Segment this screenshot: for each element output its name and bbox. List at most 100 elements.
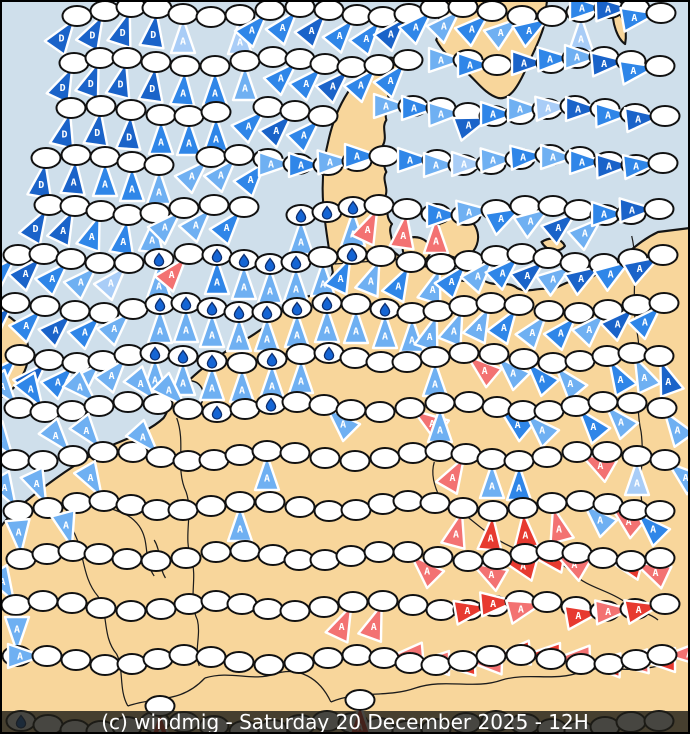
cloud-ellipse (115, 494, 147, 516)
wind-strength-letter: A (461, 160, 467, 171)
wind-strength-letter: A (606, 161, 612, 172)
wind-strength-letter: A (278, 74, 284, 85)
wind-strength-letter: A (433, 237, 439, 248)
wind-strength-letter: D (58, 34, 64, 45)
cloud-ellipse (335, 399, 367, 421)
wind-symbol (172, 450, 204, 472)
cloud-ellipse (115, 99, 147, 121)
cloud-ellipse (533, 300, 565, 322)
cloud-ellipse (83, 543, 115, 565)
wind-symbol (111, 548, 143, 570)
wind-strength-letter: A (636, 605, 642, 616)
cloud-ellipse (145, 446, 177, 468)
wind-symbol (422, 546, 454, 568)
wind-strength-letter: A (582, 229, 588, 240)
wind-strength-letter: A (63, 520, 69, 531)
wind-tail (506, 95, 545, 123)
wind-symbol: A (200, 101, 232, 153)
cloud-ellipse (365, 351, 397, 373)
raindrop-icon (346, 247, 358, 262)
wind-strength-letter: A (567, 379, 573, 390)
wind-strength-letter: D (89, 30, 95, 41)
wind-tail (169, 358, 197, 397)
wind-tail (169, 68, 196, 107)
wind-strength-letter: D (150, 30, 156, 41)
wind-tail (590, 200, 629, 228)
wind-symbol: A (169, 55, 201, 107)
wind-strength-letter: A (438, 56, 444, 67)
cloud-ellipse (33, 194, 65, 216)
raindrop-icon (266, 352, 278, 367)
wind-symbol (397, 442, 429, 464)
wind-strength-letter: A (218, 171, 224, 182)
cloud-ellipse (645, 2, 677, 24)
wind-strength-letter: A (429, 419, 435, 430)
wind-tail (422, 216, 450, 255)
wind-tail (3, 615, 31, 654)
wind-symbol: A (0, 419, 31, 471)
wind-symbol (616, 392, 648, 414)
wind-tail (568, 0, 607, 22)
wind-strength-letter: A (0, 270, 2, 281)
raindrop-icon (379, 302, 391, 317)
wind-strength-letter: A (129, 185, 135, 196)
cloud-ellipse (644, 55, 676, 77)
wind-strength-letter: A (430, 285, 436, 296)
wind-symbol: A (321, 4, 373, 54)
cloud-ellipse (339, 450, 371, 472)
wind-tail (285, 117, 322, 154)
cloud-ellipse (229, 398, 261, 420)
cloud-ellipse (283, 549, 315, 571)
wind-tail (607, 358, 639, 397)
wind-tail (37, 417, 72, 455)
wind-strength-letter: A (601, 210, 607, 221)
wind-tail (663, 410, 690, 449)
cloud-ellipse (33, 349, 65, 371)
wind-symbol (89, 654, 121, 676)
wind-symbol: A (369, 298, 401, 350)
wind-tail (427, 46, 466, 74)
wind-tail (554, 364, 589, 402)
cloud-ellipse (59, 300, 91, 322)
cloud-ellipse (643, 345, 675, 367)
wind-strength-letter: A (264, 335, 270, 346)
wind-strength-letter: A (539, 375, 545, 386)
wind-strength-letter: A (365, 225, 371, 236)
wind-strength-letter: A (49, 274, 55, 285)
wind-symbol: A (0, 470, 34, 522)
wind-symbol (200, 590, 232, 612)
wind-strength-letter: A (490, 110, 496, 121)
wind-strength-letter: A (53, 431, 59, 442)
wind-strength-letter: A (339, 622, 345, 633)
wind-tail (593, 599, 633, 626)
wind-symbol: A (540, 199, 595, 246)
wind-strength-letter: A (120, 237, 126, 248)
wind-tail (8, 307, 44, 344)
wind-strength-letter: A (293, 285, 299, 296)
cloud-ellipse (283, 652, 315, 674)
wind-symbol (335, 545, 367, 567)
cloud-ellipse (336, 56, 368, 78)
wind-tail (571, 311, 607, 348)
cloud-ellipse (308, 596, 340, 618)
wind-symbol (339, 347, 371, 369)
cloud-ellipse (533, 400, 565, 422)
cloud-ellipse (167, 3, 199, 25)
wind-strength-letter: A (273, 126, 279, 137)
cloud-ellipse (112, 391, 144, 413)
cloud-ellipse (368, 145, 400, 167)
wind-strength-letter: A (579, 4, 585, 15)
cloud-ellipse (476, 0, 508, 22)
wind-tail (177, 206, 213, 244)
wind-symbol: A (6, 642, 63, 670)
wind-tail (233, 11, 269, 49)
wind-symbol: A (173, 146, 227, 195)
cloud-ellipse (587, 547, 619, 569)
wind-strength-letter: A (53, 325, 59, 336)
wind-symbol (283, 652, 315, 674)
wind-symbol (308, 596, 340, 618)
wind-strength-letter: A (87, 473, 93, 484)
wind-tail (455, 199, 494, 226)
wind-symbol: D (104, 47, 143, 100)
cloud-ellipse (419, 346, 451, 368)
